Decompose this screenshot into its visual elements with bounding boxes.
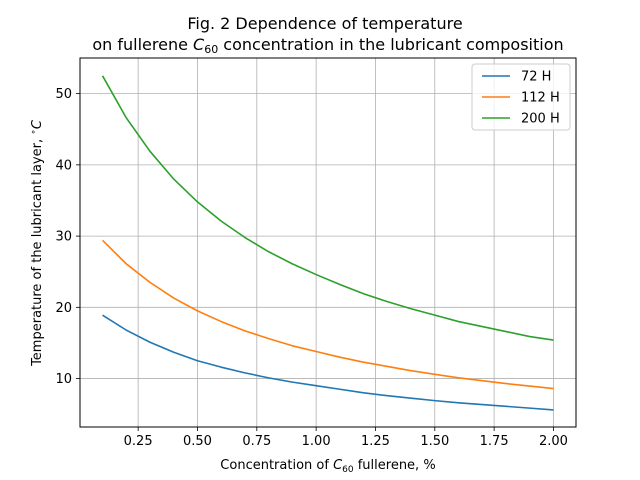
series-lines (101, 75, 554, 411)
y-tick-label: 20 (55, 301, 72, 316)
x-axis-label: Concentration of C60 fullerene, % (220, 458, 435, 475)
legend-box (471, 63, 571, 131)
x-tick-label: 1.25 (361, 434, 390, 449)
x-axis-ticks: 0.25 0.50 0.75 1.00 1.25 1.50 1.75 2.00 (124, 427, 568, 449)
x-tick-label: 2.00 (539, 434, 568, 449)
y-axis-label: Temperature of the lubricant layer, ∘C (29, 119, 45, 367)
x-tick-label: 1.50 (420, 434, 449, 449)
chart-title-line-2: on fullerene C60 concentration in the lu… (92, 35, 563, 56)
x-tick-label: 0.50 (183, 434, 212, 449)
legend-label-3: 200 H (521, 112, 560, 127)
y-tick-label: 40 (55, 158, 72, 173)
y-tick-label: 10 (55, 372, 72, 387)
y-axis-ticks: 10 20 30 40 50 (55, 87, 80, 387)
legend-label-1: 72 H (521, 70, 551, 85)
x-tick-label: 1.00 (302, 434, 331, 449)
x-tick-label: 0.75 (242, 434, 271, 449)
series-line-3 (101, 75, 554, 341)
y-tick-label: 30 (55, 230, 72, 245)
plot-frame (79, 57, 577, 428)
series-line-2 (101, 239, 554, 390)
y-tick-label: 50 (55, 87, 72, 102)
legend: 72 H 112 H 200 H (471, 63, 571, 131)
legend-label-2: 112 H (521, 91, 560, 106)
series-line-1 (102, 314, 554, 411)
chart-title-line-1: Fig. 2 Dependence of temperature (187, 14, 462, 33)
x-tick-label: 0.25 (124, 434, 153, 449)
x-tick-label: 1.75 (480, 434, 509, 449)
